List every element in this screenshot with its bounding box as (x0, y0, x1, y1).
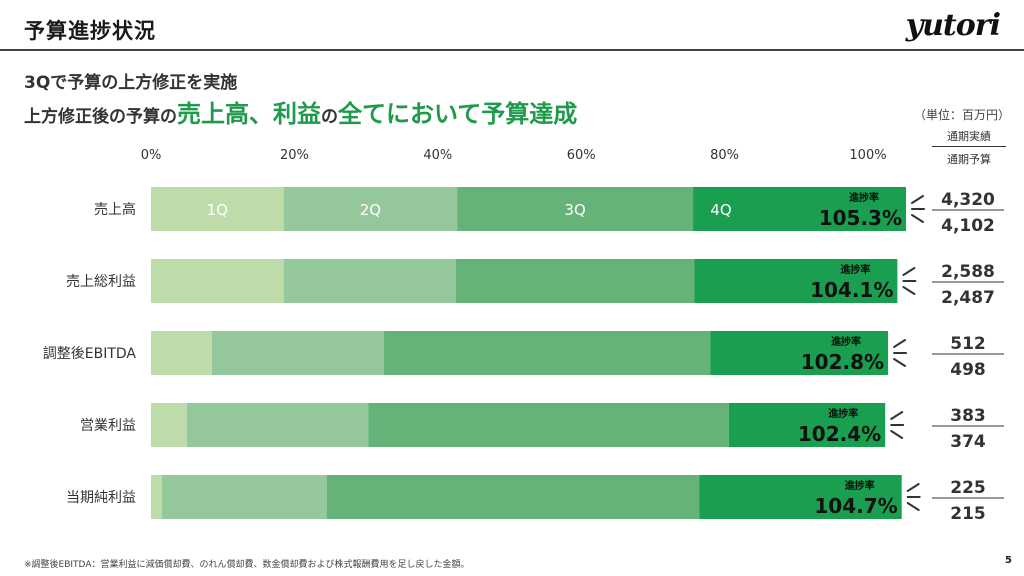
bar-segment-2q (283, 187, 458, 231)
page-number: 5 (1005, 555, 1012, 566)
x-tick-label: 20% (280, 148, 309, 163)
bar-segment-3q (457, 187, 694, 231)
bar-segment-1q (151, 259, 284, 303)
subtitle-highlight-2: 全てにおいて予算達成 (338, 100, 578, 128)
progress-rate-caption: 進捗率 (845, 479, 875, 492)
bar-segment-1q (151, 475, 162, 519)
bar-segment-2q (161, 475, 327, 519)
actual-column-header: 通期実績 (947, 130, 991, 143)
bar-segment-3q (455, 259, 695, 303)
emphasis-mark (890, 411, 904, 420)
progress-rate-value: 102.8% (801, 350, 884, 374)
title-underline (0, 49, 1024, 51)
progress-rate-value: 102.4% (798, 422, 881, 446)
emphasis-marks (893, 339, 908, 367)
bar-segment-2q (283, 259, 456, 303)
progress-rate-caption: 進捗率 (849, 191, 879, 204)
progress-rate-value: 104.7% (814, 494, 897, 518)
x-tick-label: 0% (141, 148, 162, 163)
bar-segment-4q (693, 187, 907, 231)
bar-segment-4q (710, 331, 889, 375)
category-label: 売上高 (94, 201, 136, 218)
actual-value: 4,320 (941, 190, 995, 210)
unit-label: （単位：百万円） (914, 108, 1011, 122)
footnote: ※調整後EBITDA：営業利益に減価償却費、のれん償却費、数金償却費および株式報… (24, 560, 470, 570)
budget-value: 374 (950, 432, 986, 452)
bar-segment-2q (211, 331, 385, 375)
category-label: 当期純利益 (66, 490, 136, 506)
actual-value: 512 (950, 334, 986, 354)
actual-value: 383 (950, 406, 986, 426)
bar-segment-1q (151, 187, 284, 231)
emphasis-marks (890, 411, 905, 439)
progress-rate-caption: 進捗率 (840, 263, 870, 276)
progress-rate-caption: 進捗率 (831, 335, 861, 348)
subtitle-prefix: 上方修正後の予算の (24, 107, 177, 127)
bar-segment-1q (151, 331, 212, 375)
actual-value: 2,588 (941, 262, 995, 282)
budget-value: 498 (950, 360, 986, 380)
emphasis-mark (906, 483, 920, 492)
bar-segment-4q (694, 259, 898, 303)
emphasis-marks (906, 483, 921, 511)
budget-value: 4,102 (941, 216, 995, 236)
category-label: 営業利益 (80, 418, 136, 434)
emphasis-mark (893, 358, 907, 367)
emphasis-marks (911, 195, 926, 223)
bar-segment-3q (326, 475, 700, 519)
progress-rate-caption: 進捗率 (828, 407, 858, 420)
budget-value: 2,487 (941, 288, 995, 308)
emphasis-mark (911, 214, 925, 223)
quarter-label: 3Q (564, 201, 585, 219)
bar-segment-3q (368, 403, 729, 447)
emphasis-mark (911, 195, 925, 204)
emphasis-mark (906, 502, 920, 511)
subtitle-mid: の (321, 107, 338, 127)
header-divider (932, 146, 1006, 147)
company-logo: yutori (905, 8, 1001, 43)
progress-rate-value: 104.1% (810, 278, 893, 302)
subtitle-line-2: 上方修正後の予算の売上高、利益の全てにおいて予算達成 (24, 94, 577, 129)
budget-value: 215 (950, 504, 986, 524)
emphasis-mark (893, 339, 907, 348)
emphasis-mark (902, 286, 916, 295)
category-label: 売上総利益 (66, 274, 136, 290)
bar-segment-1q (151, 403, 187, 447)
emphasis-mark (890, 430, 904, 439)
bar-segment-2q (186, 403, 369, 447)
emphasis-mark (902, 267, 916, 276)
subtitle-line-1: 3Qで予算の上方修正を実施 (24, 73, 238, 93)
progress-rate-value: 105.3% (819, 206, 902, 230)
bar-segment-4q (699, 475, 902, 519)
subtitle-highlight-1: 売上高、利益 (177, 100, 321, 128)
actual-value: 225 (950, 478, 986, 498)
quarter-label: 1Q (207, 201, 228, 219)
emphasis-marks (902, 267, 917, 295)
x-tick-label: 100% (849, 148, 886, 163)
budget-column-header: 通期予算 (947, 153, 991, 166)
quarter-label: 2Q (360, 201, 381, 219)
bar-segment-4q (728, 403, 886, 447)
bar-segment-3q (384, 331, 711, 375)
x-tick-label: 40% (423, 148, 452, 163)
page-title: 予算進捗状況 (24, 19, 156, 43)
x-tick-label: 60% (567, 148, 596, 163)
category-label: 調整後EBITDA (43, 346, 137, 362)
x-tick-label: 80% (710, 148, 739, 163)
quarter-label: 4Q (710, 201, 731, 219)
